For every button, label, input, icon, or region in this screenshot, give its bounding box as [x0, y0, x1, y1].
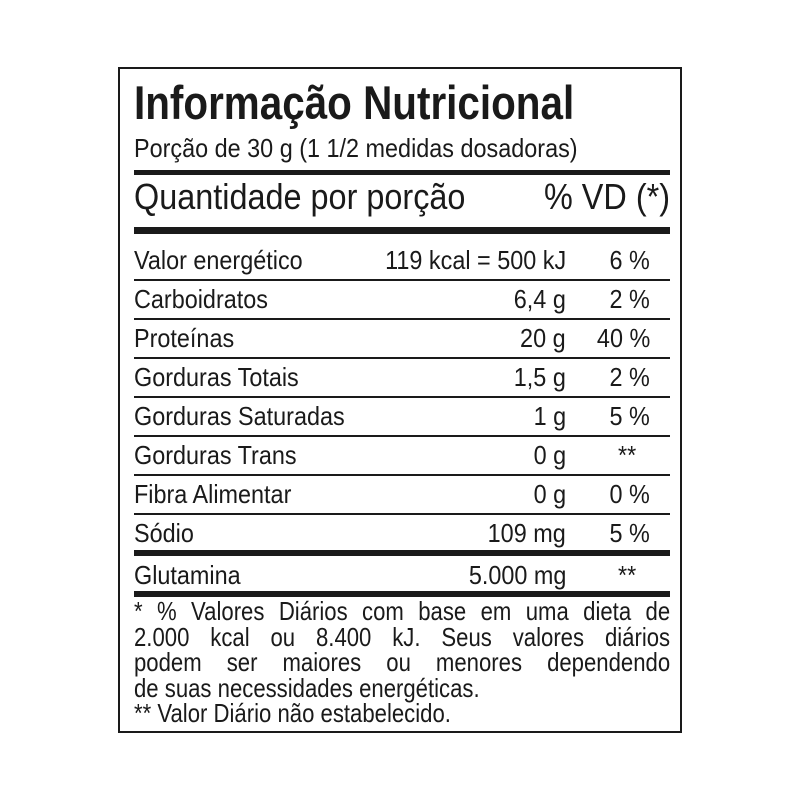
nutrient-label: Valor energético	[134, 245, 303, 275]
vd-header: % VD (*)	[543, 176, 670, 217]
nutrient-label: Gorduras Saturadas	[134, 401, 345, 431]
nutrient-amount: 1 g	[533, 401, 566, 431]
quantity-header: Quantidade por porção	[134, 176, 466, 217]
nutrient-vd: 0 %	[609, 479, 650, 509]
row-divider	[134, 318, 670, 320]
nutrient-row: Gorduras Trans 0 g **	[134, 436, 670, 475]
footnote-line: podem ser maiores ou menores dependendo	[134, 647, 671, 677]
nutrient-label: Gorduras Totais	[134, 362, 299, 392]
nutrient-amount: 119 kcal = 500 kJ	[384, 245, 566, 275]
nutrient-label: Fibra Alimentar	[134, 479, 292, 509]
nutrient-vd: **	[617, 440, 636, 470]
nutrient-vd: 5 %	[609, 401, 650, 431]
nutrient-amount: 6,4 g	[513, 284, 566, 314]
row-divider	[134, 435, 670, 437]
nutrient-amount: 0 g	[533, 440, 566, 470]
footnote: * % Valores Diários com base em uma diet…	[134, 596, 671, 728]
row-divider	[134, 396, 670, 398]
thick-divider	[134, 227, 670, 234]
nutrient-row: Fibra Alimentar 0 g 0 %	[134, 475, 670, 514]
nutrient-amount: 1,5 g	[513, 362, 566, 392]
nutrient-label: Proteínas	[134, 323, 235, 353]
thick-divider	[134, 550, 670, 556]
thick-divider	[134, 170, 670, 175]
nutrient-row: Gorduras Totais 1,5 g 2 %	[134, 358, 670, 397]
nutrient-amount: 0 g	[533, 479, 566, 509]
nutrient-amount: 20 g	[520, 323, 566, 353]
nutrient-label: Carboidratos	[134, 284, 268, 314]
table-title: Informação Nutricional	[134, 76, 575, 129]
nutrient-vd: 40 %	[596, 323, 650, 353]
nutrient-amount: 5.000 mg	[468, 560, 566, 590]
nutrient-vd: 2 %	[609, 362, 650, 392]
nutrient-label: Gorduras Trans	[134, 440, 297, 470]
nutrient-vd: 6 %	[609, 245, 650, 275]
nutrient-row: Glutamina 5.000 mg **	[134, 556, 670, 595]
row-divider	[134, 474, 670, 476]
nutrient-amount: 109 mg	[487, 518, 566, 548]
nutrient-label: Sódio	[134, 518, 194, 548]
nutrient-row: Sódio 109 mg 5 %	[134, 514, 670, 553]
nutrient-vd: 2 %	[609, 284, 650, 314]
nutrient-row: Proteínas 20 g 40 %	[134, 319, 670, 358]
row-divider	[134, 357, 670, 359]
nutrition-facts-table: Informação Nutricional Porção de 30 g (1…	[118, 67, 682, 733]
row-divider	[134, 513, 670, 515]
nutrient-vd: **	[617, 560, 636, 590]
footnote-line: 2.000 kcal ou 8.400 kJ. Seus valores diá…	[134, 621, 671, 652]
nutrient-row: Valor energético 119 kcal = 500 kJ 6 %	[134, 241, 670, 280]
thick-divider	[134, 591, 670, 597]
nutrient-label: Glutamina	[134, 560, 241, 590]
nutrient-row: Carboidratos 6,4 g 2 %	[134, 280, 670, 319]
footnote-line: de suas necessidades energéticas.	[134, 672, 480, 703]
footnote-line: * % Valores Diários com base em uma diet…	[134, 596, 671, 626]
nutrient-row: Gorduras Saturadas 1 g 5 %	[134, 397, 670, 436]
portion-size: Porção de 30 g (1 1/2 medidas dosadoras)	[134, 133, 578, 163]
footnote-line: ** Valor Diário não estabelecido.	[134, 698, 451, 728]
row-divider	[134, 279, 670, 281]
nutrient-vd: 5 %	[609, 518, 650, 548]
